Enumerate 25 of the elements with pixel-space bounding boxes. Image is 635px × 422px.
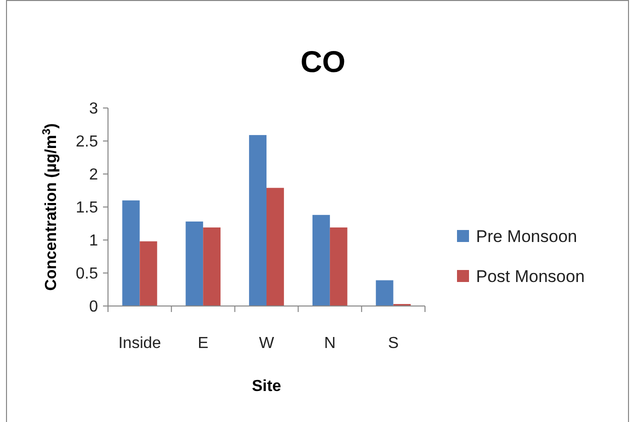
bar [376, 280, 394, 306]
bar [186, 222, 204, 306]
y-tick-label: 3 [89, 100, 98, 118]
legend-label: Post Monsoon [476, 266, 585, 286]
x-tick-label: N [324, 335, 336, 352]
legend-label: Pre Monsoon [476, 226, 578, 246]
y-tick-label: 0 [89, 298, 98, 316]
bar [122, 200, 140, 306]
x-tick-label: W [258, 335, 275, 352]
y-tick-label: 2.5 [76, 134, 98, 151]
bar [330, 227, 348, 306]
x-tick-label: S [388, 335, 399, 352]
bar [140, 241, 158, 306]
y-tick-label: 2 [89, 166, 98, 184]
y-tick-label: 1 [89, 232, 98, 250]
x-axis-title: Site [252, 378, 282, 395]
bar [249, 135, 266, 306]
bar [266, 188, 284, 306]
bar [203, 227, 221, 306]
bar [312, 214, 330, 306]
chart-title: CO [300, 46, 346, 79]
y-tick-label: 1.5 [76, 200, 98, 217]
y-tick-label: 0.5 [76, 266, 98, 283]
x-tick-label: E [198, 335, 208, 352]
x-tick-label: Inside [118, 335, 162, 352]
